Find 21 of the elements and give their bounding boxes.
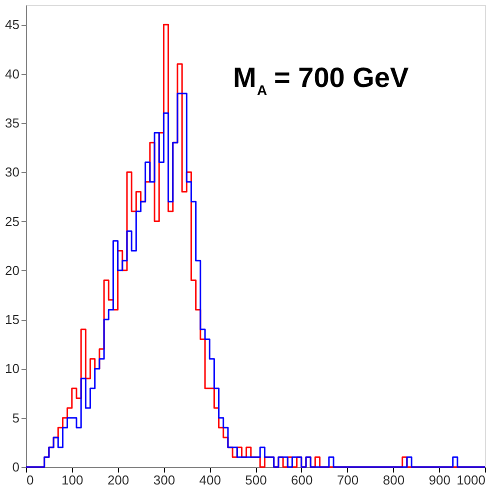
y-tick-label: 5 (12, 410, 20, 426)
x-tick-label: 200 (107, 472, 130, 488)
y-tick-label: 30 (5, 164, 20, 180)
x-tick-label: 100 (62, 472, 84, 488)
x-tick-label: 500 (245, 472, 267, 488)
x-tick-label: 400 (199, 472, 221, 488)
x-tick-label: 300 (153, 472, 176, 488)
x-tick-label: 0 (26, 472, 34, 488)
y-tick-label: 45 (5, 17, 20, 32)
y-tick-label: 25 (5, 214, 20, 229)
y-tick-label: 10 (5, 361, 20, 376)
x-tick-label: 1000 (456, 472, 486, 488)
x-tick-label: 600 (291, 472, 313, 488)
x-tick-label: 900 (428, 472, 450, 488)
y-tick-label: 15 (5, 312, 20, 328)
y-tick-label: 40 (5, 66, 20, 82)
y-tick-label: 20 (5, 262, 20, 278)
x-tick-label: 700 (336, 472, 359, 488)
y-tick-label: 35 (5, 115, 20, 130)
y-tick-label: 0 (12, 460, 20, 474)
x-tick-label: 800 (382, 472, 405, 488)
